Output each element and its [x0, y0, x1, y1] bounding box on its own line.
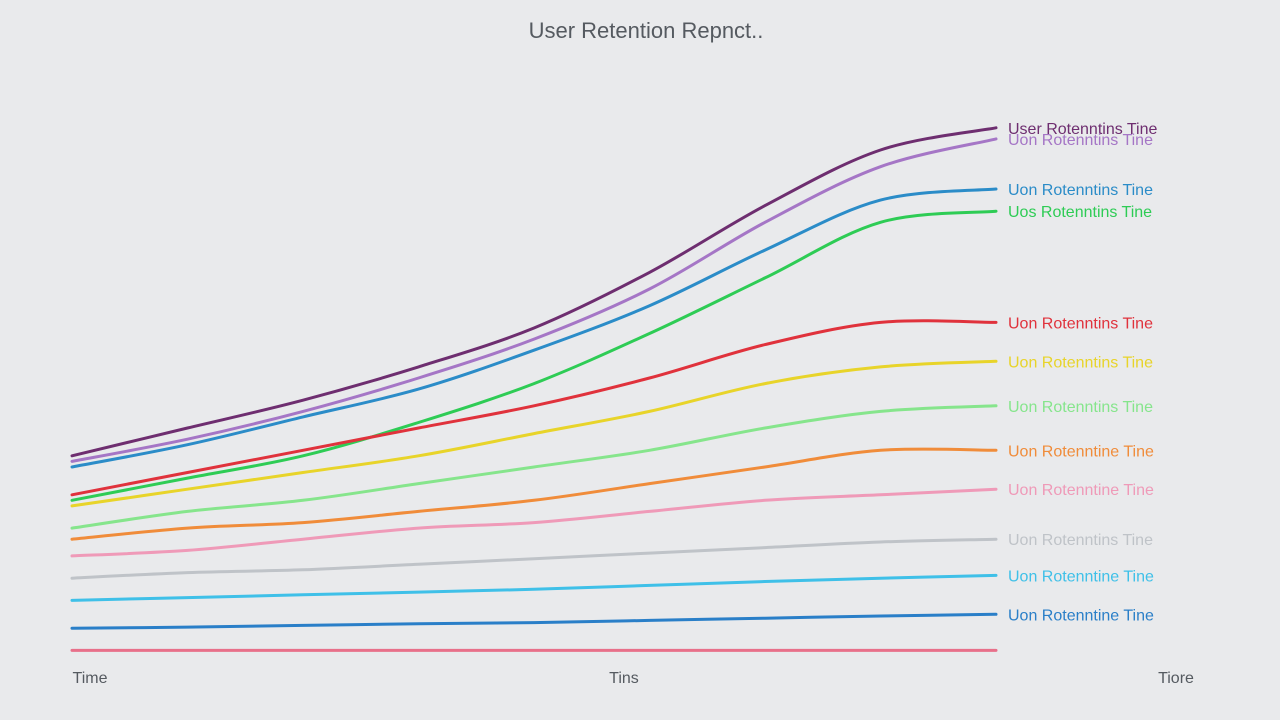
- legend-label-4: Uos Rotenntins Tine: [1008, 204, 1152, 221]
- series-line-8: [70, 447, 998, 541]
- series-line-6: [70, 359, 998, 508]
- series-line-10: [70, 537, 998, 580]
- legend-label-2: Uon Rotenntins Tine: [1008, 132, 1153, 149]
- series-line-3: [70, 187, 998, 469]
- series-line-11: [70, 573, 998, 602]
- legend-label-5: Uon Rotenntins Tine: [1008, 315, 1153, 332]
- legend-label-7: Uon Rotenntins Tine: [1008, 399, 1153, 416]
- x-tick-label-1: Time: [73, 670, 108, 687]
- series-line-5: [70, 319, 998, 497]
- legend-label-10: Uon Rotenntins Tine: [1008, 532, 1153, 549]
- series-line-7: [70, 404, 998, 530]
- chart-title: User Retention Repnct..: [529, 18, 764, 43]
- series-lines: [70, 126, 998, 652]
- legend-label-9: Uon Rotenntine Tine: [1008, 482, 1154, 499]
- legend-label-6: Uon Rotenntins Tine: [1008, 354, 1153, 371]
- x-tick-label-2: Tins: [609, 670, 639, 687]
- series-line-2: [70, 137, 998, 463]
- x-tick-label-3: Tiore: [1158, 670, 1194, 687]
- series-line-1: [70, 126, 998, 458]
- legend-label-11: Uon Rotenntine Tine: [1008, 568, 1154, 585]
- legend-label-8: Uon Rotenntine Tine: [1008, 443, 1154, 460]
- legend-label-3: Uon Rotenntins Tine: [1008, 182, 1153, 199]
- legend-label-1: User Rotenntins Tine: [1008, 121, 1158, 138]
- series-line-12: [70, 612, 998, 630]
- legend-label-12: Uon Rotenntine Tine: [1008, 607, 1154, 624]
- series-line-4: [70, 209, 998, 502]
- x-axis-ticks: Time Tins Tiore: [73, 670, 1195, 687]
- series-line-9: [70, 487, 998, 558]
